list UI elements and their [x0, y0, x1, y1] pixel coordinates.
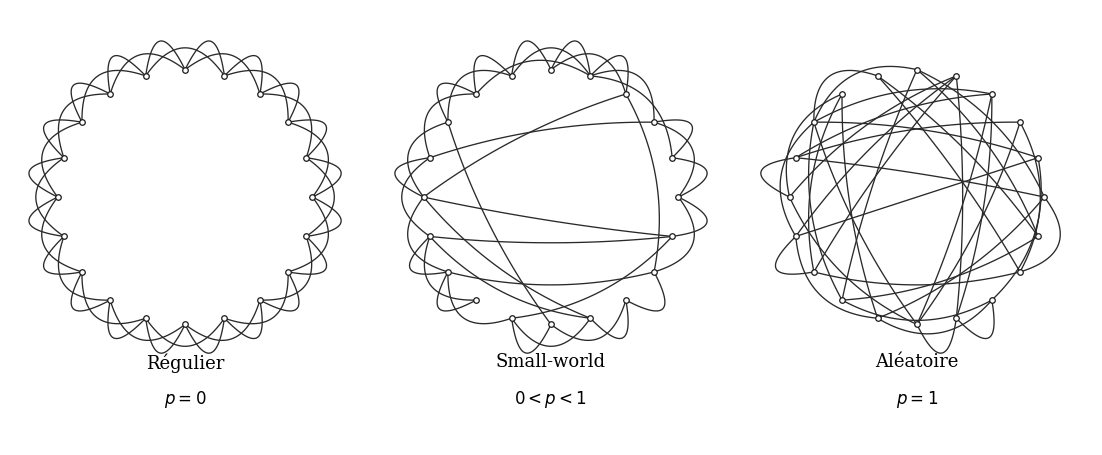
Point: [55, 155, 73, 162]
Point: [542, 321, 560, 329]
Point: [646, 269, 663, 276]
Point: [137, 73, 154, 81]
Point: [421, 233, 439, 241]
Point: [1029, 233, 1047, 241]
Text: Aléatoire: Aléatoire: [875, 353, 959, 371]
Point: [73, 269, 90, 276]
Point: [55, 233, 73, 241]
Point: [1012, 119, 1029, 126]
Point: [787, 155, 804, 162]
Point: [787, 233, 804, 241]
Point: [868, 315, 886, 322]
Point: [948, 315, 965, 322]
Text: $p = 1$: $p = 1$: [896, 388, 938, 409]
Point: [617, 91, 635, 98]
Point: [983, 297, 1001, 304]
Text: Régulier: Régulier: [145, 353, 224, 372]
Point: [48, 194, 66, 201]
Text: $0 < p < 1$: $0 < p < 1$: [515, 388, 587, 409]
Point: [806, 269, 823, 276]
Point: [617, 297, 635, 304]
Point: [298, 233, 315, 241]
Point: [251, 297, 269, 304]
Point: [780, 194, 798, 201]
Point: [983, 91, 1001, 98]
Point: [421, 155, 439, 162]
Point: [439, 269, 456, 276]
Point: [582, 315, 599, 322]
Point: [73, 119, 90, 126]
Point: [216, 315, 234, 322]
Point: [542, 67, 560, 74]
Point: [298, 155, 315, 162]
Point: [216, 73, 234, 81]
Point: [833, 91, 851, 98]
Point: [646, 119, 663, 126]
Point: [806, 119, 823, 126]
Point: [503, 315, 520, 322]
Point: [304, 194, 322, 201]
Point: [467, 91, 485, 98]
Point: [503, 73, 520, 81]
Point: [176, 67, 194, 74]
Point: [908, 321, 926, 329]
Point: [1036, 194, 1054, 201]
Text: $p = 0$: $p = 0$: [164, 388, 206, 409]
Point: [1029, 155, 1047, 162]
Point: [833, 297, 851, 304]
Point: [137, 315, 154, 322]
Point: [279, 269, 296, 276]
Point: [467, 297, 485, 304]
Point: [439, 119, 456, 126]
Point: [663, 233, 681, 241]
Point: [101, 297, 119, 304]
Point: [101, 91, 119, 98]
Point: [279, 119, 296, 126]
Point: [948, 73, 965, 81]
Point: [908, 67, 926, 74]
Point: [1012, 269, 1029, 276]
Point: [251, 91, 269, 98]
Point: [176, 321, 194, 329]
Point: [868, 73, 886, 81]
Point: [582, 73, 599, 81]
Point: [663, 155, 681, 162]
Point: [414, 194, 432, 201]
Text: Small-world: Small-world: [496, 353, 606, 371]
Point: [670, 194, 688, 201]
